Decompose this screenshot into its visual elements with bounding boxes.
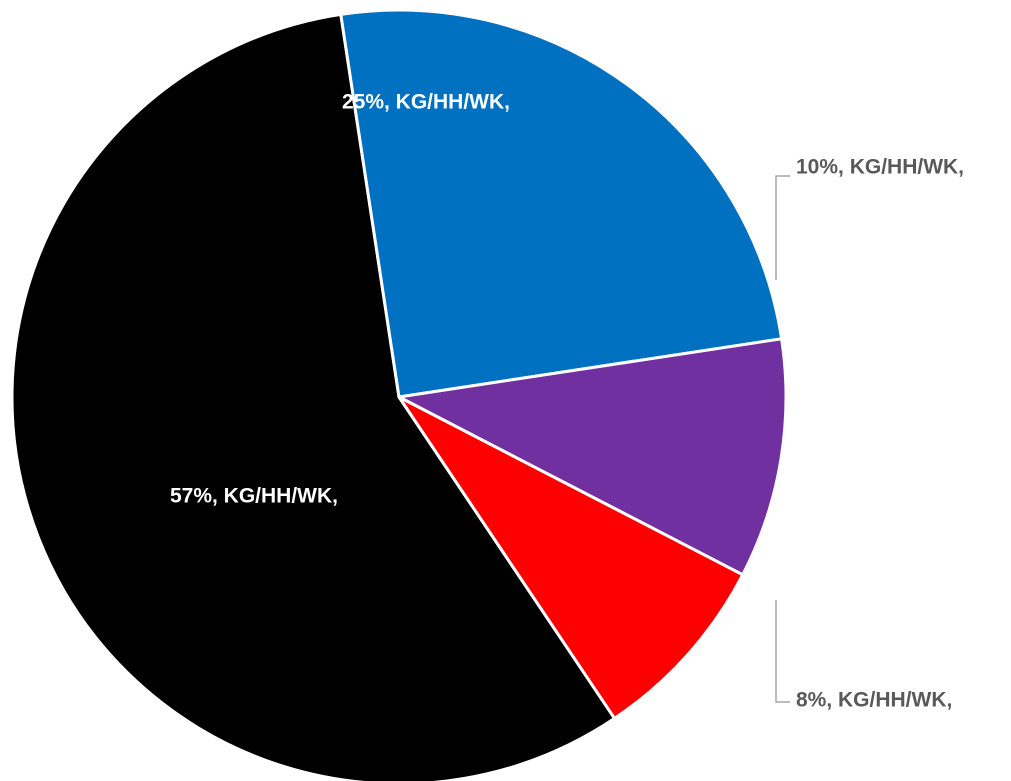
leader-line	[775, 175, 790, 280]
data-label: 8%, KG/HH/WK,	[796, 689, 952, 712]
data-labels-layer: 57%, KG/HH/WK, 25%, KG/HH/WK, 10%, KG/HH/W…	[170, 91, 964, 712]
pie-slice	[10, 12, 617, 781]
pie-slice	[339, 8, 784, 399]
data-label: 25%, KG/HH/WK,	[342, 91, 510, 114]
slices-layer	[10, 8, 788, 781]
data-label: 10%, KG/HH/WK,	[796, 156, 964, 179]
pie-slice	[397, 395, 745, 720]
leader-line	[775, 600, 790, 703]
data-label: 57%, KG/HH/WK,	[170, 485, 338, 508]
pie-slice	[397, 337, 788, 577]
leader-lines-layer	[775, 175, 790, 703]
